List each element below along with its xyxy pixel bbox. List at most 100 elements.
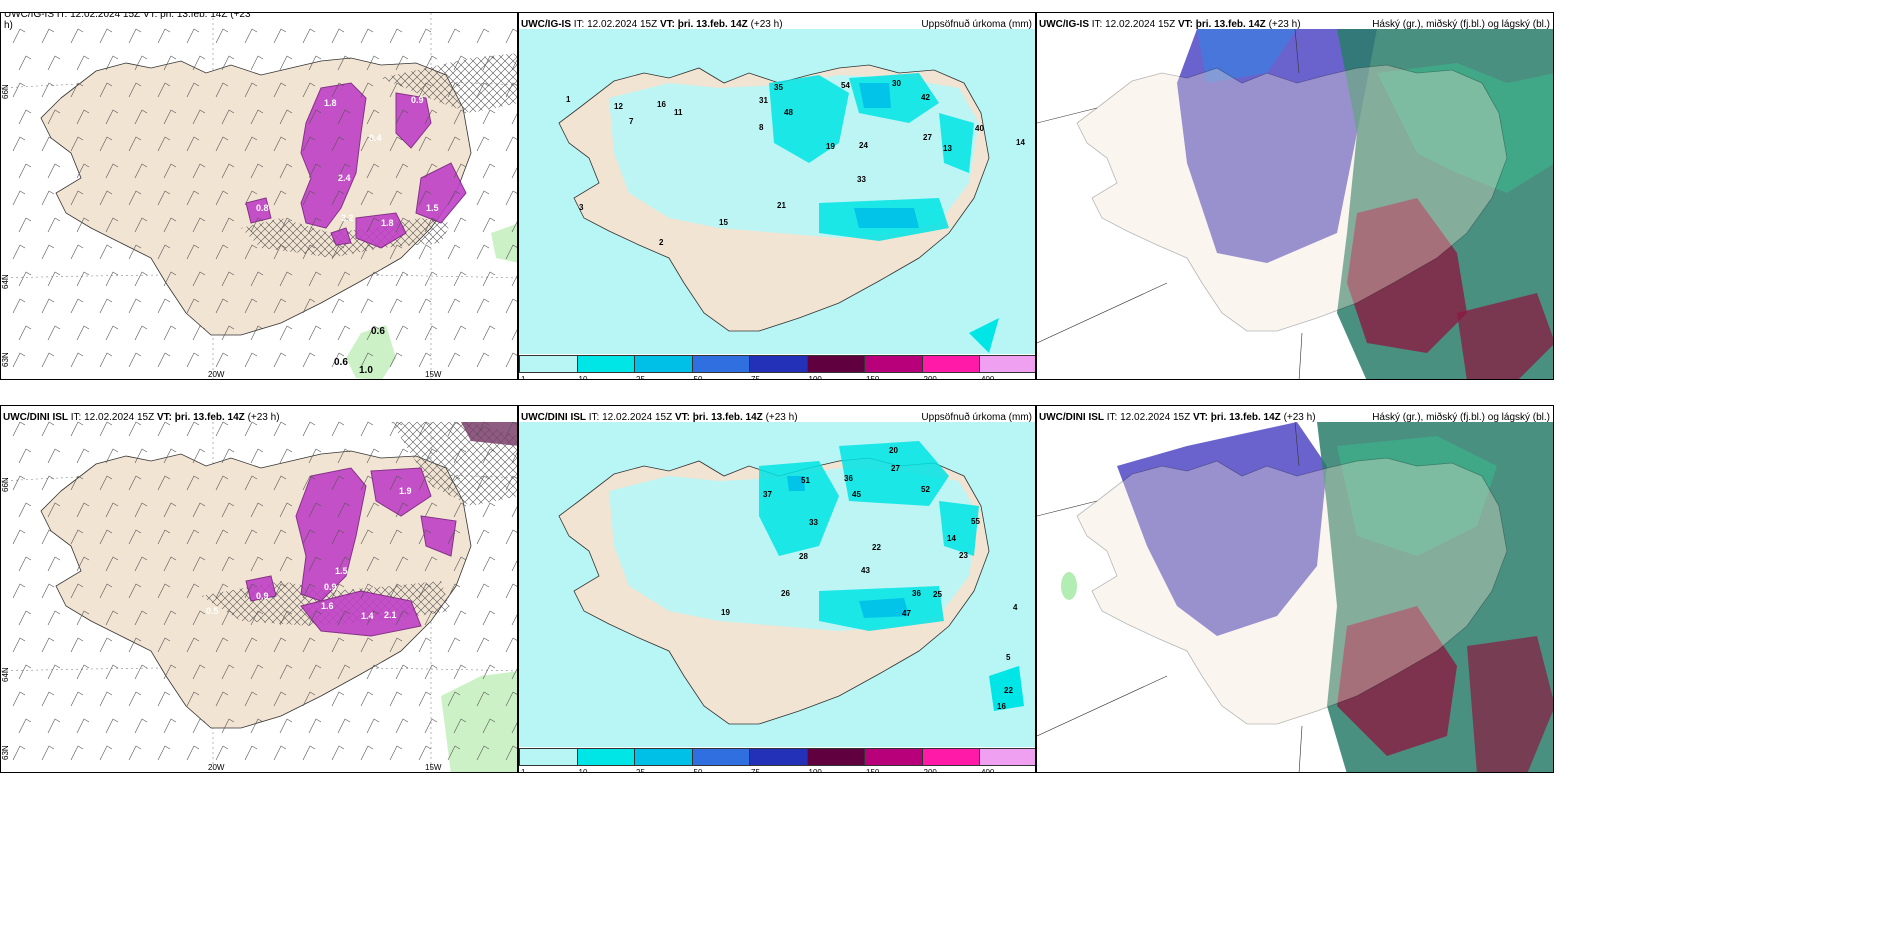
valid-time: VT: þri. 13.feb. 14Z xyxy=(1177,19,1266,30)
wind-barb xyxy=(476,421,490,437)
wind-barb xyxy=(476,745,490,761)
lon-label: 15W xyxy=(425,763,442,772)
colorbar-segment: 150 xyxy=(864,355,922,379)
wind-barb xyxy=(157,82,171,98)
wind-barb xyxy=(215,529,229,545)
wind-barb xyxy=(244,583,258,599)
wind-barb xyxy=(302,529,316,545)
wind-barb xyxy=(302,352,316,368)
wind-barb xyxy=(424,109,438,125)
wind-barb xyxy=(244,637,258,653)
wind-barb xyxy=(128,475,142,491)
precip-value: 0.6 xyxy=(371,326,385,337)
wind-barb xyxy=(476,28,490,44)
colorbar-segment: 150 xyxy=(864,748,922,772)
wind-barb xyxy=(157,298,171,314)
wind-barb xyxy=(12,637,26,653)
wind-barb xyxy=(476,136,490,152)
wind-barb xyxy=(221,556,235,572)
precip-value: 21 xyxy=(777,201,786,210)
wind-barb xyxy=(47,55,61,71)
wind-barb xyxy=(476,190,490,206)
wind-barb xyxy=(273,421,287,437)
wind-barb xyxy=(447,745,461,761)
wind-barb xyxy=(337,163,351,179)
wind-barb xyxy=(244,745,258,761)
lead-time: (+23 h) xyxy=(1283,412,1316,423)
wind-barb xyxy=(273,745,287,761)
wind-barb xyxy=(476,583,490,599)
panel-top-left-precip-wind: UWC/IG-IS IT: 12.02.2024 15Z VT: þri. 13… xyxy=(0,12,518,380)
wind-barb xyxy=(331,82,345,98)
wind-barb xyxy=(389,190,403,206)
wind-barb xyxy=(273,190,287,206)
precip-value: 47 xyxy=(902,609,911,618)
wind-barb xyxy=(12,244,26,260)
wind-barb xyxy=(18,610,32,626)
wind-barb xyxy=(418,298,432,314)
wind-barb xyxy=(244,691,258,707)
wind-barb xyxy=(389,28,403,44)
lead-time: (+23 h) xyxy=(1268,19,1301,30)
wind-barb xyxy=(99,745,113,761)
wind-barb xyxy=(360,136,374,152)
precip-value: 48 xyxy=(784,108,793,117)
wind-barb xyxy=(12,190,26,206)
wind-barb xyxy=(163,109,177,125)
precip-value: 26 xyxy=(781,589,790,598)
wind-barb xyxy=(337,448,351,464)
wind-barb xyxy=(250,109,264,125)
wind-barb xyxy=(447,475,461,491)
precip-value: 14 xyxy=(947,534,956,543)
wind-barb xyxy=(453,163,467,179)
init-time: IT: 12.02.2024 15Z xyxy=(573,19,658,30)
wind-barb xyxy=(70,745,84,761)
precip-value: 16 xyxy=(997,702,1006,711)
wind-barb xyxy=(18,718,32,734)
wind-barb xyxy=(47,718,61,734)
wind-barb xyxy=(244,136,258,152)
wind-barb xyxy=(244,190,258,206)
wind-barb xyxy=(250,556,264,572)
wind-barb xyxy=(389,583,403,599)
wind-barb xyxy=(99,298,113,314)
wind-barb xyxy=(221,325,235,341)
wind-barb xyxy=(360,583,374,599)
panel-field-title: Háský (gr.), miðský (fj.bl.) og lágský (… xyxy=(1372,19,1550,30)
wind-barb xyxy=(134,217,148,233)
wind-barb xyxy=(302,82,316,98)
precip-value: 27 xyxy=(891,464,900,473)
wind-barb xyxy=(482,325,496,341)
wind-barb xyxy=(186,421,200,437)
wind-barb xyxy=(337,55,351,71)
wind-barb xyxy=(215,352,229,368)
wind-barb xyxy=(453,109,467,125)
wind-barb xyxy=(99,136,113,152)
wind-barb xyxy=(186,136,200,152)
wind-barb xyxy=(482,217,496,233)
wind-barb xyxy=(215,583,229,599)
precip-value: 55 xyxy=(971,517,980,526)
wind-barb xyxy=(157,529,171,545)
wind-barb xyxy=(331,28,345,44)
wind-barb xyxy=(70,637,84,653)
precip-value: 11 xyxy=(674,108,683,117)
precip-value: 30 xyxy=(892,79,901,88)
wind-barb xyxy=(192,664,206,680)
wind-barb xyxy=(505,244,517,260)
precip-value: 3.2 xyxy=(341,213,354,223)
wind-barb xyxy=(128,421,142,437)
wind-barb xyxy=(215,637,229,653)
colorbar-segment: 75 xyxy=(749,355,807,379)
wind-barb xyxy=(105,502,119,518)
wind-barb xyxy=(12,136,26,152)
valid-time: VT: þri. 13.feb. 14Z xyxy=(674,412,763,423)
panel-header: UWC/DINI ISL IT: 12.02.2024 15Z VT: þri.… xyxy=(3,411,280,424)
wind-barb xyxy=(331,298,345,314)
wind-barb xyxy=(424,718,438,734)
wind-barb xyxy=(244,421,258,437)
wind-barb xyxy=(273,244,287,260)
precip-value: 1.6 xyxy=(321,601,334,611)
precip-value: 12 xyxy=(614,102,623,111)
wind-barb xyxy=(447,529,461,545)
